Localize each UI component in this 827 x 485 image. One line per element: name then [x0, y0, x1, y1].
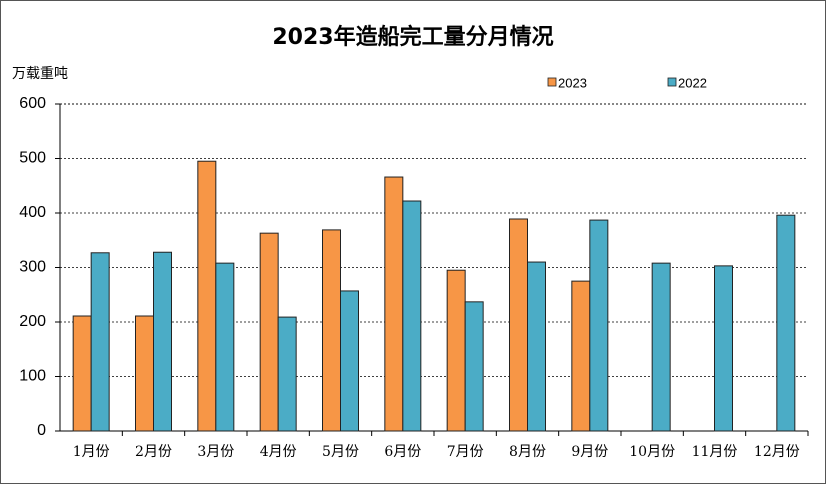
y-tick-label: 100	[19, 368, 46, 385]
bar	[277, 316, 297, 432]
y-tick-label: 400	[19, 204, 46, 221]
legend-swatch	[547, 77, 557, 87]
bar	[322, 229, 341, 432]
bar	[135, 315, 154, 432]
bar	[714, 265, 733, 432]
legend-swatch	[667, 77, 677, 87]
legend-label: 2023	[558, 75, 587, 90]
x-tick-label: 8月份	[509, 444, 546, 460]
bar	[589, 219, 609, 432]
bar	[402, 200, 422, 432]
x-tick-label: 10月份	[629, 444, 675, 460]
x-tick-label: 2月份	[135, 444, 172, 460]
bar	[72, 315, 92, 432]
x-tick-label: 6月份	[384, 444, 421, 460]
y-tick-label: 600	[19, 95, 46, 112]
bar	[776, 214, 796, 432]
legend-label: 2022	[678, 75, 707, 90]
x-tick-label: 1月份	[73, 444, 110, 460]
x-tick-label: 3月份	[197, 444, 234, 460]
bar	[153, 251, 172, 432]
bar	[509, 218, 528, 432]
y-tick-label: 500	[19, 150, 46, 167]
x-tick-label: 12月份	[754, 444, 800, 460]
x-tick-label: 11月份	[692, 444, 738, 460]
bar	[446, 269, 466, 432]
bar	[571, 280, 591, 432]
bar	[384, 176, 404, 432]
x-tick-label: 7月份	[447, 444, 484, 460]
y-tick-label: 200	[19, 313, 46, 330]
x-tick-label: 4月份	[260, 444, 297, 460]
bar	[527, 261, 546, 432]
x-tick-label: 9月份	[571, 444, 608, 460]
bar	[197, 160, 217, 432]
y-axis-label: 万载重吨	[12, 66, 68, 82]
bar	[259, 232, 279, 432]
bar	[464, 301, 484, 432]
bar	[90, 252, 110, 432]
bar	[340, 290, 359, 432]
y-tick-label: 300	[19, 259, 46, 276]
bar	[215, 262, 235, 432]
y-tick-label: 0	[37, 422, 46, 439]
chart-title: 2023年造船完工量分月情况	[272, 24, 553, 50]
bar	[651, 262, 671, 432]
x-tick-label: 5月份	[322, 444, 359, 460]
